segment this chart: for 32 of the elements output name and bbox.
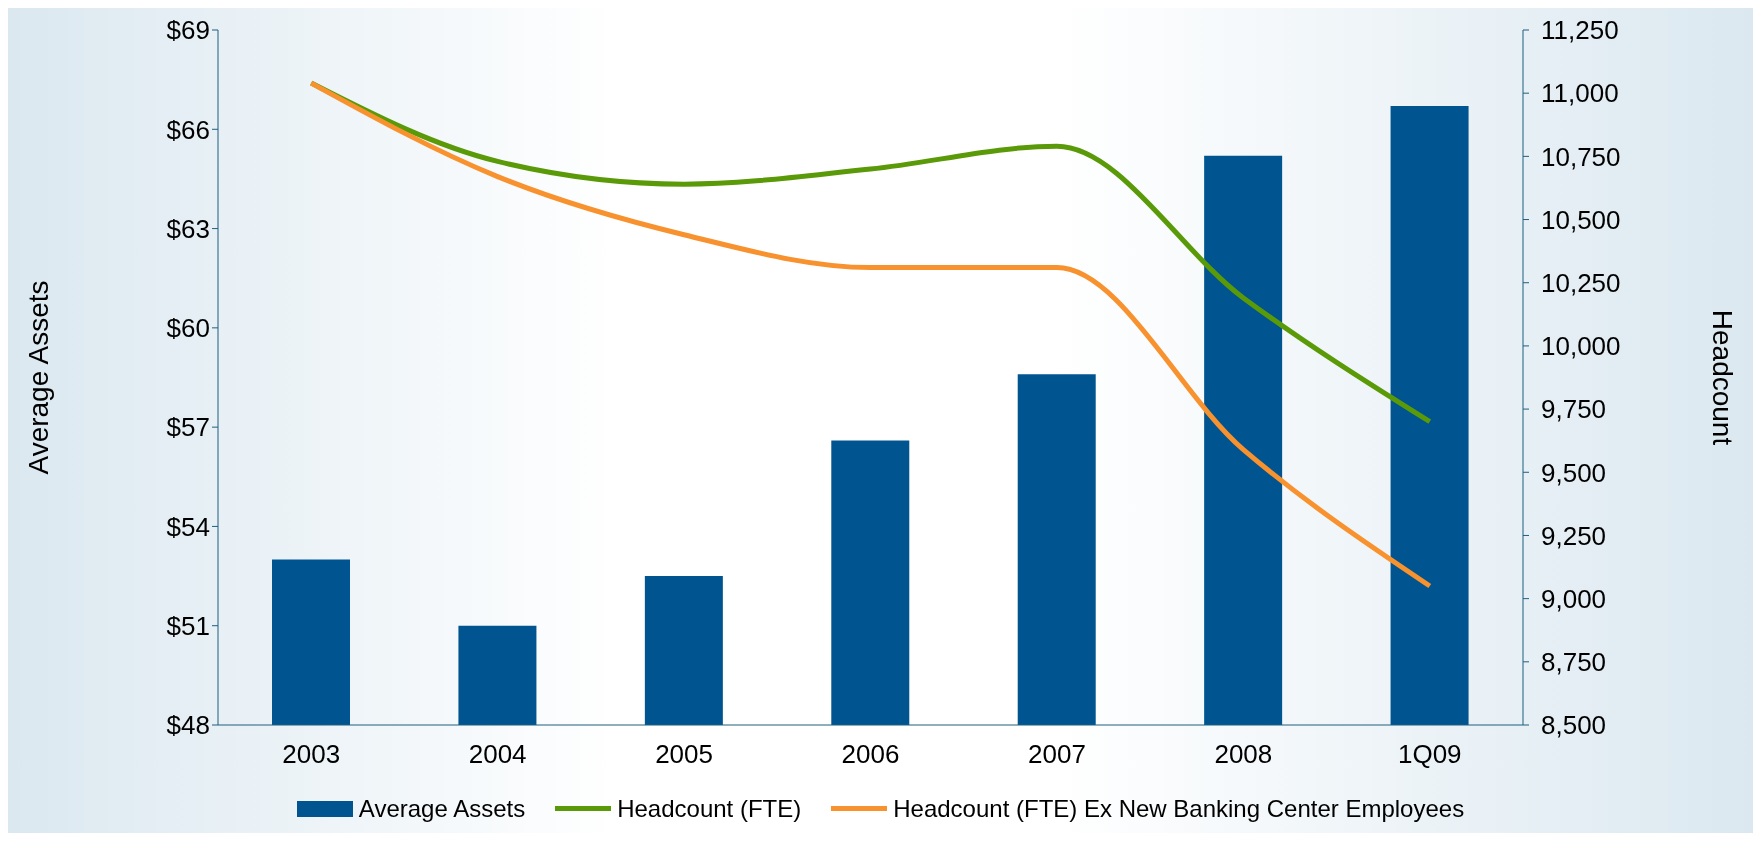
- x-tick-label: 1Q09: [1397, 739, 1462, 770]
- y2-tick-label: 9,250: [1541, 520, 1607, 551]
- y2-tick-label: 8,750: [1541, 647, 1607, 678]
- y-tick-label: $63: [166, 213, 210, 244]
- x-tick-label: 2004: [468, 739, 527, 770]
- y2-tick-label: 11,250: [1541, 15, 1619, 46]
- y2-tick-label: 11,000: [1541, 78, 1619, 109]
- y-tick-label: $57: [166, 412, 210, 443]
- y2-tick-label: 10,750: [1541, 141, 1621, 172]
- y2-tick-label: 10,500: [1541, 204, 1621, 235]
- y2-tick-label: 9,500: [1541, 457, 1607, 488]
- x-tick-label: 2007: [1028, 739, 1086, 770]
- y-axis-title: Average Assets: [22, 280, 54, 475]
- y-tick-label: $60: [166, 313, 210, 344]
- y2-tick-label: 9,750: [1541, 394, 1607, 425]
- y2-tick-label: 8,500: [1541, 710, 1607, 741]
- y2-tick-label: 10,000: [1541, 331, 1621, 362]
- legend-label: Average Assets: [358, 795, 526, 823]
- x-tick-label: 2005: [655, 739, 713, 770]
- y2-tick-label: 10,250: [1541, 267, 1621, 298]
- y-tick-label: $48: [166, 710, 210, 741]
- legend-label: Headcount (FTE): [617, 795, 802, 823]
- x-tick-label: 2003: [282, 739, 341, 770]
- y2-tick-label: 9,000: [1541, 583, 1607, 614]
- y-tick-label: $51: [166, 610, 210, 641]
- y-tick-label: $66: [166, 114, 210, 145]
- y2-axis-title: Headcount: [1707, 309, 1739, 446]
- legend-label: Headcount (FTE) Ex New Banking Center Employees: [893, 795, 1465, 823]
- y-tick-label: $54: [166, 511, 210, 542]
- x-tick-label: 2008: [1214, 739, 1273, 770]
- y-tick-label: $69: [166, 15, 210, 46]
- x-tick-label: 2006: [841, 739, 900, 770]
